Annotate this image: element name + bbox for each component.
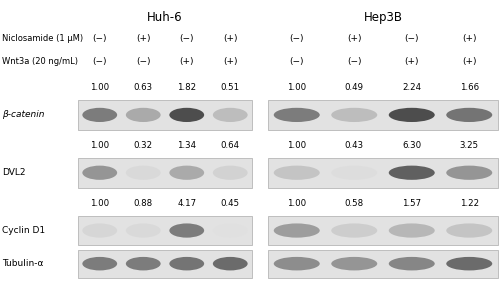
Ellipse shape xyxy=(82,223,117,238)
Text: (−): (−) xyxy=(136,57,150,66)
FancyBboxPatch shape xyxy=(268,158,498,188)
Text: 4.17: 4.17 xyxy=(177,199,197,208)
Ellipse shape xyxy=(331,166,378,180)
Ellipse shape xyxy=(170,257,204,270)
Text: 0.64: 0.64 xyxy=(220,141,240,150)
Ellipse shape xyxy=(126,223,160,238)
Text: 1.00: 1.00 xyxy=(287,199,306,208)
Text: 1.66: 1.66 xyxy=(460,83,479,92)
Ellipse shape xyxy=(274,257,320,270)
Text: (−): (−) xyxy=(290,57,304,66)
Text: (−): (−) xyxy=(347,57,362,66)
Text: 0.49: 0.49 xyxy=(345,83,364,92)
Text: Niclosamide (1 μM): Niclosamide (1 μM) xyxy=(2,34,83,43)
Text: 6.30: 6.30 xyxy=(402,141,421,150)
Ellipse shape xyxy=(389,257,435,270)
Ellipse shape xyxy=(274,166,320,180)
Ellipse shape xyxy=(446,223,492,238)
Text: DVL2: DVL2 xyxy=(2,168,26,177)
Ellipse shape xyxy=(213,166,248,180)
Ellipse shape xyxy=(213,108,248,122)
Text: (+): (+) xyxy=(462,34,476,43)
Ellipse shape xyxy=(389,166,435,180)
Text: (−): (−) xyxy=(180,34,194,43)
Ellipse shape xyxy=(446,257,492,270)
Ellipse shape xyxy=(126,166,160,180)
Text: (−): (−) xyxy=(92,34,107,43)
Text: 1.00: 1.00 xyxy=(90,83,110,92)
FancyBboxPatch shape xyxy=(268,216,498,245)
Text: 1.34: 1.34 xyxy=(177,141,197,150)
FancyBboxPatch shape xyxy=(268,250,498,278)
FancyBboxPatch shape xyxy=(78,158,252,188)
Ellipse shape xyxy=(170,166,204,180)
Text: 0.51: 0.51 xyxy=(220,83,240,92)
Text: (−): (−) xyxy=(92,57,107,66)
Text: 1.22: 1.22 xyxy=(460,199,479,208)
Text: (+): (+) xyxy=(180,57,194,66)
Text: Cyclin D1: Cyclin D1 xyxy=(2,226,45,235)
Text: 0.58: 0.58 xyxy=(344,199,364,208)
FancyBboxPatch shape xyxy=(78,100,252,130)
Text: 0.88: 0.88 xyxy=(134,199,153,208)
Text: 1.00: 1.00 xyxy=(287,141,306,150)
Text: 0.45: 0.45 xyxy=(220,199,240,208)
Text: 1.00: 1.00 xyxy=(287,83,306,92)
Text: Tubulin-α: Tubulin-α xyxy=(2,259,43,268)
Text: 0.43: 0.43 xyxy=(344,141,364,150)
Ellipse shape xyxy=(126,108,160,122)
Text: Wnt3a (20 ng/mL): Wnt3a (20 ng/mL) xyxy=(2,57,78,66)
Ellipse shape xyxy=(82,108,117,122)
Text: 1.00: 1.00 xyxy=(90,141,110,150)
Ellipse shape xyxy=(331,223,378,238)
FancyBboxPatch shape xyxy=(78,250,252,278)
FancyBboxPatch shape xyxy=(268,100,498,130)
Text: 2.24: 2.24 xyxy=(402,83,421,92)
Text: (+): (+) xyxy=(223,57,238,66)
Text: (−): (−) xyxy=(290,34,304,43)
Ellipse shape xyxy=(170,108,204,122)
Ellipse shape xyxy=(331,257,378,270)
Text: (−): (−) xyxy=(404,34,419,43)
Ellipse shape xyxy=(82,166,117,180)
Ellipse shape xyxy=(389,223,435,238)
Ellipse shape xyxy=(126,257,160,270)
Text: 1.00: 1.00 xyxy=(90,199,110,208)
Text: (+): (+) xyxy=(462,57,476,66)
Ellipse shape xyxy=(331,108,378,122)
Ellipse shape xyxy=(170,223,204,238)
Text: (+): (+) xyxy=(347,34,362,43)
Text: Hep3B: Hep3B xyxy=(364,11,403,24)
Text: 1.82: 1.82 xyxy=(177,83,197,92)
Ellipse shape xyxy=(274,223,320,238)
Text: β-catenin: β-catenin xyxy=(2,111,44,119)
Text: 3.25: 3.25 xyxy=(460,141,479,150)
FancyBboxPatch shape xyxy=(78,216,252,245)
Text: 1.57: 1.57 xyxy=(402,199,421,208)
Ellipse shape xyxy=(274,108,320,122)
Ellipse shape xyxy=(446,166,492,180)
Ellipse shape xyxy=(213,223,248,238)
Ellipse shape xyxy=(389,108,435,122)
Text: 0.63: 0.63 xyxy=(134,83,153,92)
Text: (+): (+) xyxy=(404,57,419,66)
Text: (+): (+) xyxy=(223,34,238,43)
Text: 0.32: 0.32 xyxy=(134,141,153,150)
Text: Huh-6: Huh-6 xyxy=(147,11,183,24)
Ellipse shape xyxy=(82,257,117,270)
Ellipse shape xyxy=(446,108,492,122)
Ellipse shape xyxy=(213,257,248,270)
Text: (+): (+) xyxy=(136,34,150,43)
